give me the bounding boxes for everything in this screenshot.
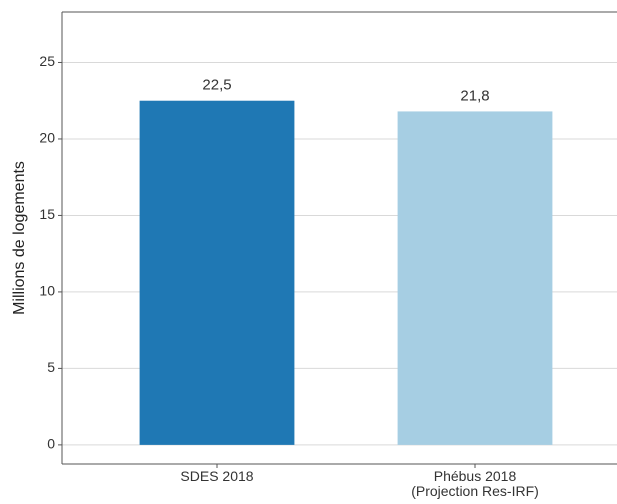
bar [139, 100, 295, 445]
bar [397, 111, 553, 445]
y-axis-title: Millions de logements [11, 161, 28, 315]
value-label: 21,8 [460, 87, 489, 104]
y-tick-label: 10 [39, 283, 55, 299]
y-tick-label: 20 [39, 130, 55, 146]
y-tick-label: 25 [39, 53, 55, 69]
y-tick-label: 0 [47, 436, 55, 452]
x-tick-label: Phébus 2018 (Projection Res-IRF) [411, 468, 539, 499]
x-tick-label: SDES 2018 [180, 468, 254, 484]
value-label: 22,5 [202, 77, 231, 94]
y-tick-label: 15 [39, 206, 55, 222]
y-tick-label: 5 [47, 359, 55, 375]
